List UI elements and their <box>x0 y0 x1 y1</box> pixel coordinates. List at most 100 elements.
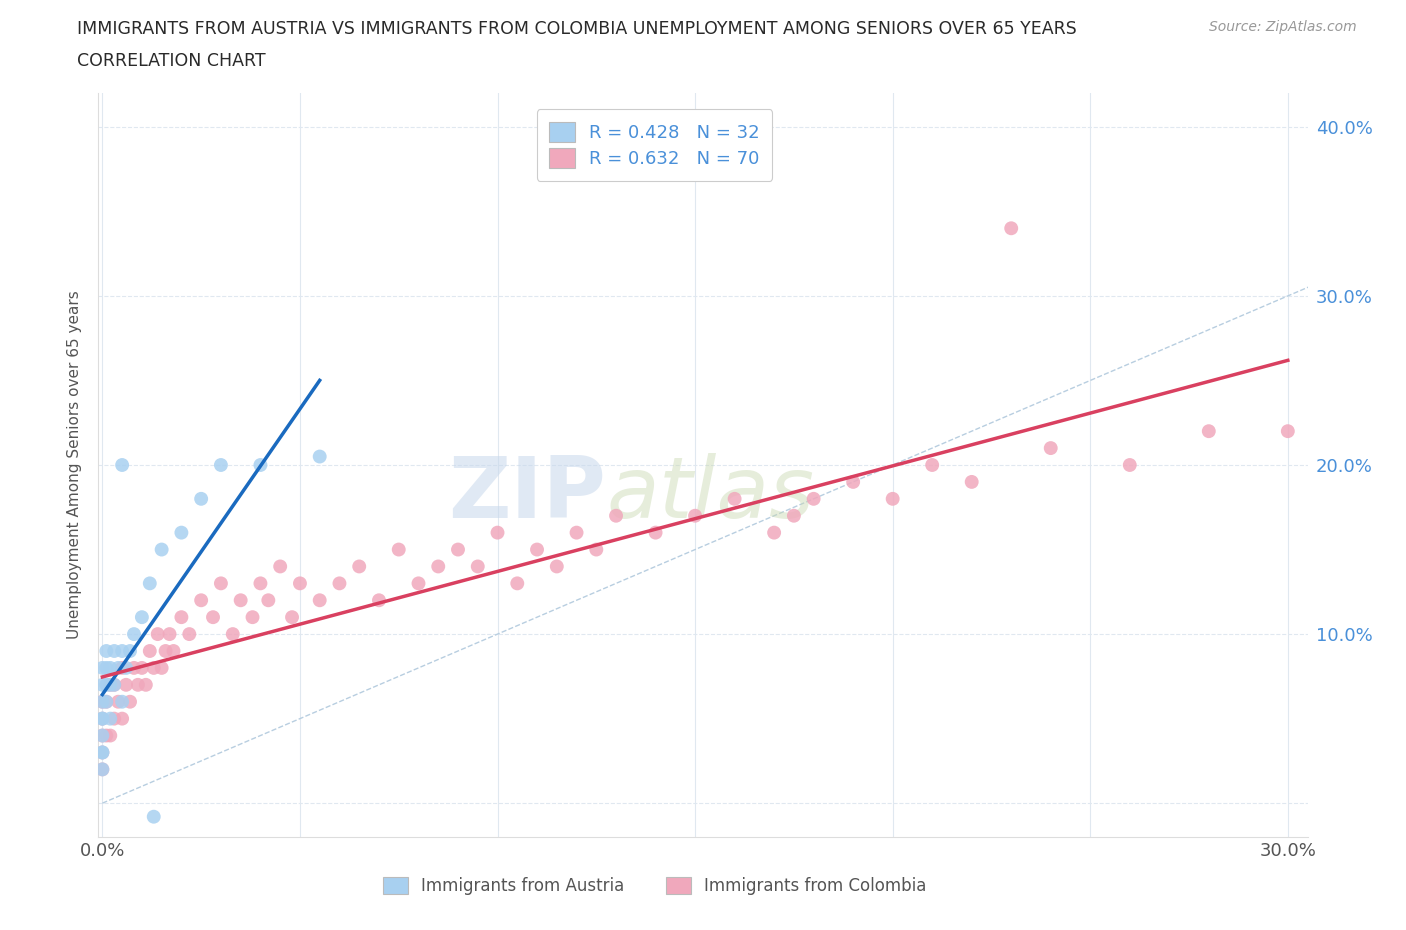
Point <box>209 576 232 591</box>
Point <box>98 711 121 726</box>
Point <box>960 474 983 489</box>
Point <box>347 559 370 574</box>
Point <box>683 509 706 524</box>
Point <box>803 491 825 506</box>
Point <box>723 491 745 506</box>
Point <box>91 745 114 760</box>
Point <box>122 660 145 675</box>
Point <box>96 677 118 692</box>
Point <box>1277 424 1299 439</box>
Point <box>190 592 212 607</box>
Point <box>486 525 509 540</box>
Point <box>1000 220 1022 235</box>
Point <box>118 695 141 710</box>
Point <box>111 458 134 472</box>
Point <box>159 627 181 642</box>
Point <box>131 610 153 625</box>
Point <box>328 576 350 591</box>
Point <box>190 491 212 506</box>
Point <box>146 627 169 642</box>
Point <box>467 559 489 574</box>
Point <box>209 458 232 472</box>
Point <box>115 660 138 675</box>
Point <box>142 809 165 824</box>
Point <box>91 711 114 726</box>
Point <box>98 660 121 675</box>
Point <box>91 677 114 692</box>
Point <box>308 449 330 464</box>
Point <box>91 762 114 777</box>
Point <box>1039 441 1062 456</box>
Point <box>229 592 252 607</box>
Point <box>170 525 193 540</box>
Point <box>91 695 114 710</box>
Point <box>408 576 430 591</box>
Point <box>249 458 271 472</box>
Point <box>162 644 184 658</box>
Point <box>103 644 125 658</box>
Point <box>111 711 134 726</box>
Point <box>368 592 391 607</box>
Point <box>1198 424 1220 439</box>
Point <box>111 644 134 658</box>
Point <box>222 627 245 642</box>
Point <box>91 728 114 743</box>
Point <box>98 677 121 692</box>
Point <box>170 610 193 625</box>
Point <box>202 610 225 625</box>
Point <box>118 644 141 658</box>
Point <box>288 576 311 591</box>
Point <box>103 677 125 692</box>
Point <box>565 525 588 540</box>
Text: atlas: atlas <box>606 453 814 537</box>
Text: ZIP: ZIP <box>449 453 606 537</box>
Text: CORRELATION CHART: CORRELATION CHART <box>77 52 266 70</box>
Point <box>155 644 177 658</box>
Point <box>882 491 904 506</box>
Point <box>91 745 114 760</box>
Point <box>103 677 125 692</box>
Legend: Immigrants from Austria, Immigrants from Colombia: Immigrants from Austria, Immigrants from… <box>374 869 935 903</box>
Point <box>96 695 118 710</box>
Point <box>644 525 666 540</box>
Point <box>131 660 153 675</box>
Point <box>111 695 134 710</box>
Point <box>281 610 304 625</box>
Point <box>842 474 865 489</box>
Point <box>91 711 114 726</box>
Point <box>546 559 568 574</box>
Point <box>122 627 145 642</box>
Text: IMMIGRANTS FROM AUSTRIA VS IMMIGRANTS FROM COLOMBIA UNEMPLOYMENT AMONG SENIORS O: IMMIGRANTS FROM AUSTRIA VS IMMIGRANTS FR… <box>77 20 1077 38</box>
Point <box>127 677 149 692</box>
Point <box>96 695 118 710</box>
Point <box>91 660 114 675</box>
Point <box>91 711 114 726</box>
Point <box>107 660 129 675</box>
Point <box>96 728 118 743</box>
Point <box>605 509 627 524</box>
Point <box>783 509 806 524</box>
Point <box>150 542 173 557</box>
Point <box>150 660 173 675</box>
Point <box>506 576 529 591</box>
Point <box>96 660 118 675</box>
Point <box>96 644 118 658</box>
Point <box>111 660 134 675</box>
Point <box>107 695 129 710</box>
Point <box>179 627 201 642</box>
Point <box>308 592 330 607</box>
Point <box>257 592 280 607</box>
Point <box>91 745 114 760</box>
Point <box>139 576 162 591</box>
Point <box>763 525 786 540</box>
Point <box>447 542 470 557</box>
Point <box>139 644 162 658</box>
Point <box>103 711 125 726</box>
Point <box>98 677 121 692</box>
Point <box>91 762 114 777</box>
Point <box>249 576 271 591</box>
Y-axis label: Unemployment Among Seniors over 65 years: Unemployment Among Seniors over 65 years <box>67 291 83 640</box>
Point <box>585 542 607 557</box>
Point <box>269 559 291 574</box>
Point <box>921 458 943 472</box>
